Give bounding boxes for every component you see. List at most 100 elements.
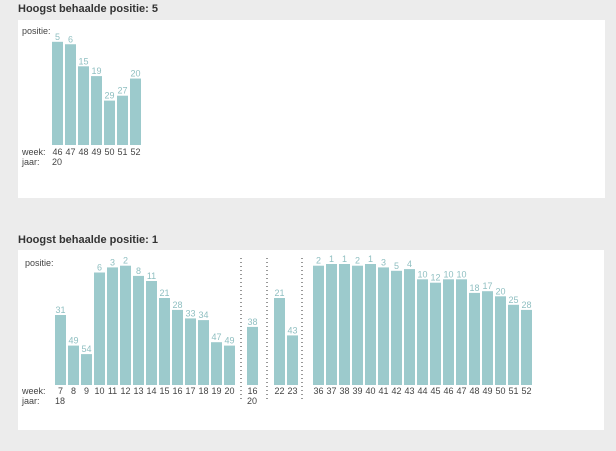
week-tick-c2-g3-44: 44 — [417, 386, 427, 396]
value-label-c2-g3-week-42: 5 — [394, 261, 399, 271]
value-label-c1-week-50: 29 — [104, 91, 114, 101]
value-label-c2-g3-week-50: 20 — [495, 286, 505, 296]
week-tick-c2-g3-43: 43 — [404, 386, 414, 396]
year-label-c2-g0: 18 — [55, 396, 65, 406]
value-label-c2-g3-week-46: 10 — [443, 269, 453, 279]
week-tick-c1-51: 51 — [117, 147, 127, 157]
value-label-c2-g3-week-38: 1 — [342, 254, 347, 264]
week-tick-c2-g2-23: 23 — [287, 386, 297, 396]
bar-c2-g3-week-36 — [313, 265, 324, 385]
value-label-c2-g0-week-7: 31 — [55, 305, 65, 315]
bar-c2-g3-week-51 — [508, 304, 519, 385]
bar-c2-g2-week-23 — [287, 335, 298, 385]
value-label-c2-g1-week-16: 38 — [247, 317, 257, 327]
week-tick-c2-g3-50: 50 — [495, 386, 505, 396]
bar-c2-g0-week-15 — [159, 298, 170, 385]
week-tick-c2-g0-18: 18 — [198, 386, 208, 396]
bar-c2-g3-week-50 — [495, 296, 506, 385]
value-label-c2-g0-week-14: 11 — [147, 271, 156, 281]
bar-c1-week-51 — [117, 95, 128, 145]
chart-panel-2: positie: week: jaar: 31 7 49 8 54 9 6 10 3 11 2 12 8… — [18, 250, 604, 430]
chart-title-2: Hoogst behaalde positie: 1 — [18, 234, 158, 246]
bar-c2-g3-week-39 — [352, 265, 363, 385]
value-label-c2-g2-week-22: 21 — [274, 288, 284, 298]
week-tick-c2-g3-45: 45 — [430, 386, 440, 396]
week-tick-c2-g0-8: 8 — [71, 386, 76, 396]
bar-c1-week-49 — [91, 76, 102, 145]
value-label-c2-g0-week-15: 21 — [159, 288, 169, 298]
bar-c2-g3-week-38 — [339, 264, 350, 385]
value-label-c2-g0-week-12: 2 — [123, 256, 128, 266]
week-tick-c2-g3-47: 47 — [456, 386, 466, 396]
bar-c2-g3-week-44 — [417, 279, 428, 385]
bar-c1-week-47 — [65, 44, 76, 145]
bar-c2-g3-week-42 — [391, 270, 402, 385]
week-tick-c2-g0-15: 15 — [159, 386, 169, 396]
week-tick-c2-g0-12: 12 — [120, 386, 130, 396]
bar-c2-g3-week-41 — [378, 267, 389, 385]
week-tick-c2-g0-19: 19 — [211, 386, 221, 396]
value-label-c1-week-46: 5 — [55, 32, 60, 42]
bar-c1-week-48 — [78, 66, 89, 145]
year-axis-label-1: jaar: — [22, 157, 40, 167]
value-label-c2-g3-week-51: 25 — [508, 295, 518, 305]
week-axis-label-2: week: — [22, 386, 46, 396]
value-label-c2-g0-week-13: 8 — [136, 266, 141, 276]
bar-c2-g3-week-37 — [326, 264, 337, 385]
bar-c2-g3-week-52 — [521, 309, 532, 385]
year-axis-label-2: jaar: — [22, 396, 40, 406]
bar-c2-g1-week-16 — [247, 326, 258, 385]
bar-chart-1: 5 46 6 47 15 48 19 49 29 50 27 51 20 52 20 — [52, 32, 141, 167]
week-tick-c1-52: 52 — [130, 147, 140, 157]
week-tick-c2-g3-36: 36 — [313, 386, 323, 396]
bar-c2-g2-week-22 — [274, 298, 285, 385]
value-label-c2-g3-week-37: 1 — [329, 254, 334, 264]
week-tick-c1-50: 50 — [104, 147, 114, 157]
week-tick-c2-g3-52: 52 — [521, 386, 531, 396]
week-tick-c2-g3-46: 46 — [443, 386, 453, 396]
week-tick-c2-g0-14: 14 — [146, 386, 156, 396]
bar-c2-g0-week-20 — [224, 345, 235, 385]
bar-c2-g0-week-10 — [94, 272, 105, 385]
bar-c2-g3-week-45 — [430, 282, 441, 385]
bar-c2-g0-week-16 — [172, 309, 183, 385]
bar-c2-g0-week-7 — [55, 315, 66, 385]
value-label-c2-g3-week-47: 10 — [456, 269, 466, 279]
value-label-c2-g0-week-16: 28 — [172, 300, 182, 310]
value-label-c2-g3-week-49: 17 — [482, 281, 492, 291]
bar-c1-week-52 — [130, 78, 141, 145]
week-tick-c2-g3-49: 49 — [482, 386, 492, 396]
value-label-c1-week-51: 27 — [117, 86, 127, 96]
week-tick-c2-g1-16: 16 — [247, 386, 257, 396]
bar-c2-g3-week-49 — [482, 291, 493, 385]
chart-title-1: Hoogst behaalde positie: 5 — [18, 3, 158, 15]
bar-c2-g0-week-18 — [198, 320, 209, 385]
week-tick-c2-g2-22: 22 — [274, 386, 284, 396]
value-label-c2-g3-week-41: 3 — [381, 257, 386, 267]
bar-c2-g0-week-13 — [133, 275, 144, 385]
week-tick-c2-g0-7: 7 — [58, 386, 63, 396]
week-tick-c2-g3-51: 51 — [508, 386, 518, 396]
bar-chart-2: 3174985496103112128131114211528163317341… — [55, 254, 532, 406]
bar-c2-g0-week-8 — [68, 345, 79, 385]
value-label-c2-g3-week-40: 1 — [368, 254, 373, 264]
year-label-c2-g1: 20 — [247, 396, 257, 406]
week-tick-c2-g0-17: 17 — [185, 386, 195, 396]
week-tick-c2-g3-40: 40 — [365, 386, 375, 396]
week-tick-c2-g3-37: 37 — [326, 386, 336, 396]
bar-c2-g3-week-46 — [443, 279, 454, 385]
value-label-c2-g2-week-23: 43 — [287, 325, 297, 335]
value-label-c2-g0-week-11: 3 — [110, 257, 115, 267]
bar-c2-g0-week-14 — [146, 281, 157, 385]
value-label-c2-g3-week-43: 4 — [407, 259, 412, 269]
week-tick-c1-47: 47 — [65, 147, 75, 157]
value-label-c2-g0-week-20: 49 — [224, 336, 234, 346]
week-tick-c1-49: 49 — [91, 147, 101, 157]
value-label-c2-g0-week-10: 6 — [97, 263, 102, 273]
value-label-c2-g0-week-9: 54 — [81, 344, 91, 354]
week-tick-c2-g0-20: 20 — [224, 386, 234, 396]
value-label-c2-g3-week-52: 28 — [521, 300, 531, 310]
bar-c2-g3-week-47 — [456, 279, 467, 385]
week-tick-c2-g0-10: 10 — [94, 386, 104, 396]
week-tick-c2-g0-13: 13 — [133, 386, 143, 396]
